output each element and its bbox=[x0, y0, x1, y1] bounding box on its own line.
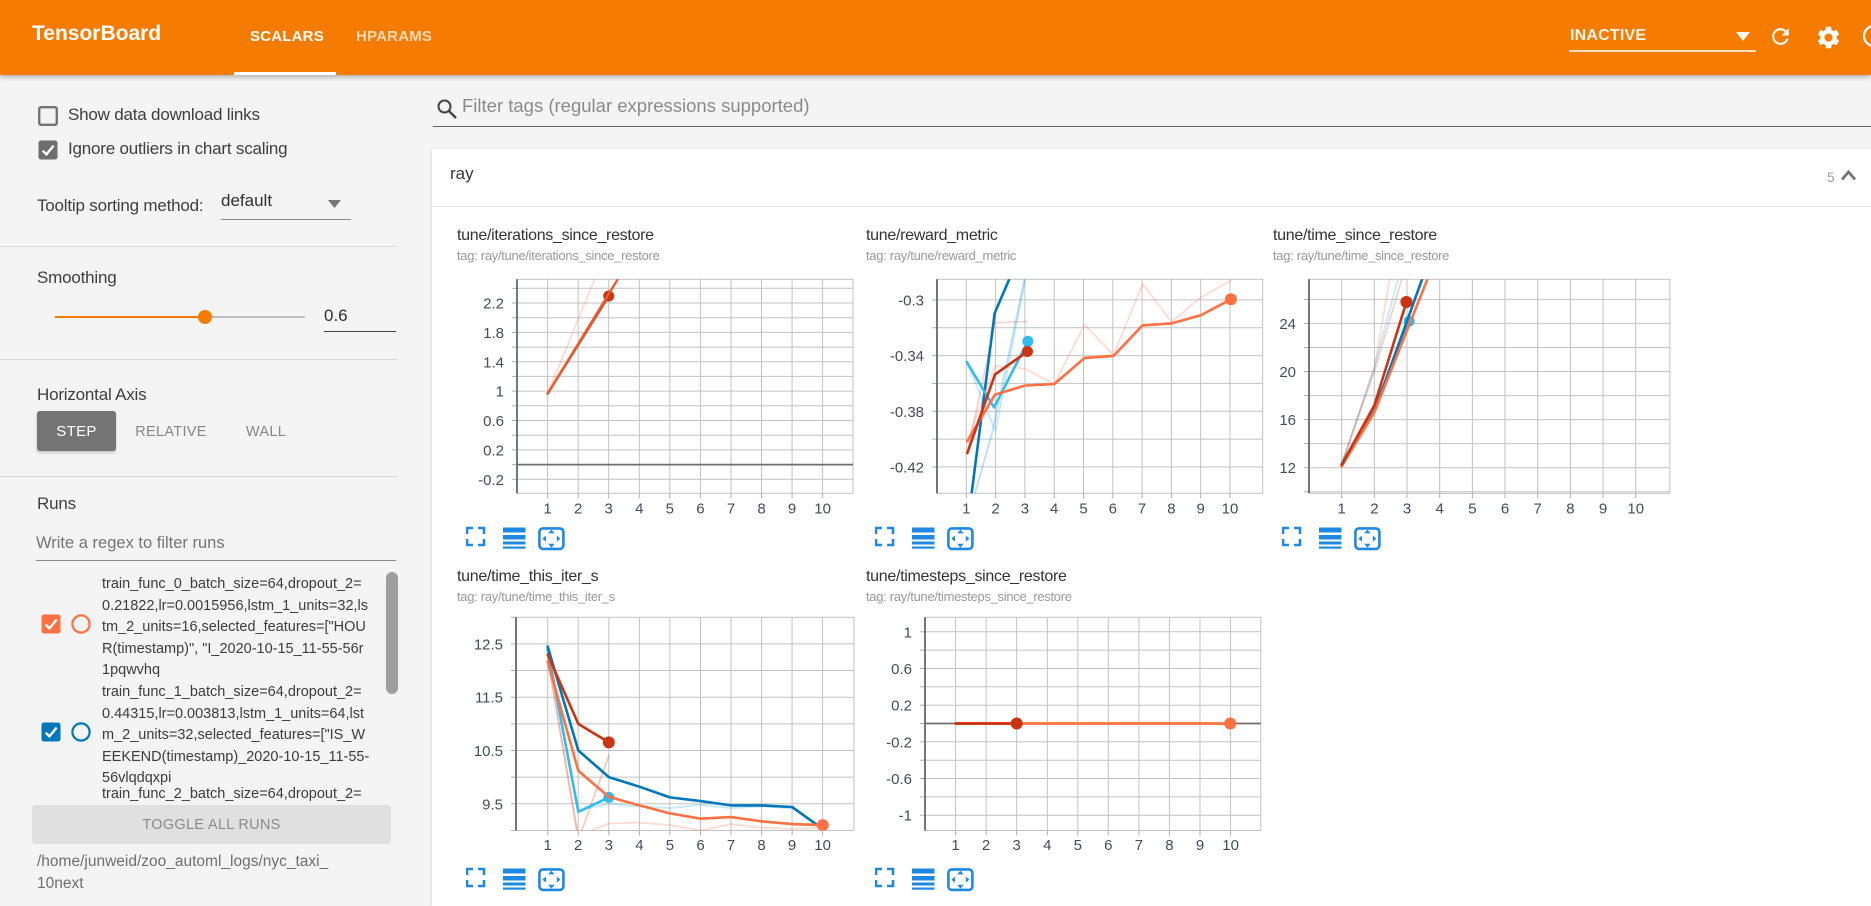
svg-text:7: 7 bbox=[1534, 500, 1542, 517]
svg-text:7: 7 bbox=[1138, 500, 1146, 517]
svg-text:4: 4 bbox=[1050, 500, 1058, 517]
svg-text:-0.42: -0.42 bbox=[890, 459, 924, 476]
svg-text:9: 9 bbox=[1197, 500, 1205, 517]
svg-text:9: 9 bbox=[788, 500, 796, 517]
svg-text:10: 10 bbox=[1222, 837, 1239, 854]
svg-text:9: 9 bbox=[1196, 837, 1204, 854]
svg-text:5: 5 bbox=[666, 837, 674, 854]
svg-text:-0.2: -0.2 bbox=[478, 472, 504, 489]
svg-text:8: 8 bbox=[758, 837, 766, 854]
svg-text:1: 1 bbox=[904, 624, 912, 641]
svg-text:1: 1 bbox=[496, 384, 504, 401]
svg-text:7: 7 bbox=[727, 837, 735, 854]
svg-text:0.6: 0.6 bbox=[483, 413, 504, 430]
svg-text:1: 1 bbox=[543, 500, 551, 517]
svg-text:8: 8 bbox=[1165, 837, 1173, 854]
svg-text:2.2: 2.2 bbox=[483, 296, 504, 313]
svg-text:5: 5 bbox=[666, 500, 674, 517]
svg-text:12.5: 12.5 bbox=[474, 637, 503, 654]
svg-text:7: 7 bbox=[727, 500, 735, 517]
svg-text:1: 1 bbox=[1338, 500, 1346, 517]
svg-text:11.5: 11.5 bbox=[475, 690, 503, 707]
svg-text:6: 6 bbox=[1104, 837, 1112, 854]
svg-text:4: 4 bbox=[636, 837, 644, 854]
svg-text:8: 8 bbox=[1168, 500, 1176, 517]
svg-text:1.4: 1.4 bbox=[483, 354, 504, 371]
svg-text:8: 8 bbox=[1566, 500, 1574, 517]
svg-text:12: 12 bbox=[1280, 460, 1297, 477]
svg-text:10: 10 bbox=[814, 500, 831, 517]
svg-text:8: 8 bbox=[757, 500, 765, 517]
svg-text:0.2: 0.2 bbox=[483, 442, 504, 459]
svg-text:10: 10 bbox=[1222, 500, 1239, 517]
svg-text:2: 2 bbox=[982, 837, 990, 854]
svg-text:3: 3 bbox=[1403, 500, 1411, 517]
svg-text:3: 3 bbox=[1013, 837, 1021, 854]
svg-text:6: 6 bbox=[696, 500, 704, 517]
svg-text:0.2: 0.2 bbox=[891, 698, 912, 715]
svg-text:3: 3 bbox=[605, 837, 613, 854]
svg-text:5: 5 bbox=[1080, 500, 1088, 517]
svg-text:4: 4 bbox=[1043, 837, 1051, 854]
svg-text:9.5: 9.5 bbox=[483, 796, 504, 813]
svg-text:-0.2: -0.2 bbox=[886, 734, 912, 751]
svg-text:6: 6 bbox=[697, 837, 705, 854]
svg-text:2: 2 bbox=[574, 500, 582, 517]
svg-text:-0.3: -0.3 bbox=[898, 292, 924, 309]
svg-text:1: 1 bbox=[544, 837, 552, 854]
svg-text:10: 10 bbox=[1628, 500, 1645, 517]
svg-text:6: 6 bbox=[1109, 500, 1117, 517]
svg-text:1.8: 1.8 bbox=[483, 325, 504, 342]
svg-text:2: 2 bbox=[574, 837, 582, 854]
svg-text:5: 5 bbox=[1468, 500, 1476, 517]
svg-text:10: 10 bbox=[815, 837, 832, 854]
svg-text:1: 1 bbox=[952, 837, 960, 854]
svg-text:-1: -1 bbox=[899, 808, 912, 825]
svg-text:-0.38: -0.38 bbox=[890, 404, 924, 421]
svg-text:2: 2 bbox=[1370, 500, 1378, 517]
svg-text:2: 2 bbox=[992, 500, 1000, 517]
svg-text:1: 1 bbox=[962, 500, 970, 517]
svg-text:4: 4 bbox=[1436, 500, 1444, 517]
svg-text:0.6: 0.6 bbox=[891, 661, 912, 678]
svg-text:5: 5 bbox=[1074, 837, 1082, 854]
svg-text:10.5: 10.5 bbox=[474, 743, 503, 760]
svg-text:9: 9 bbox=[1599, 500, 1607, 517]
svg-text:7: 7 bbox=[1135, 837, 1143, 854]
svg-text:-0.6: -0.6 bbox=[886, 771, 912, 788]
svg-text:-0.34: -0.34 bbox=[890, 348, 924, 365]
svg-text:4: 4 bbox=[635, 500, 643, 517]
svg-text:24: 24 bbox=[1280, 316, 1297, 333]
svg-text:3: 3 bbox=[1021, 500, 1029, 517]
svg-text:16: 16 bbox=[1280, 412, 1297, 429]
svg-text:3: 3 bbox=[605, 500, 613, 517]
svg-text:9: 9 bbox=[788, 837, 796, 854]
svg-text:6: 6 bbox=[1501, 500, 1509, 517]
svg-text:20: 20 bbox=[1280, 364, 1297, 381]
